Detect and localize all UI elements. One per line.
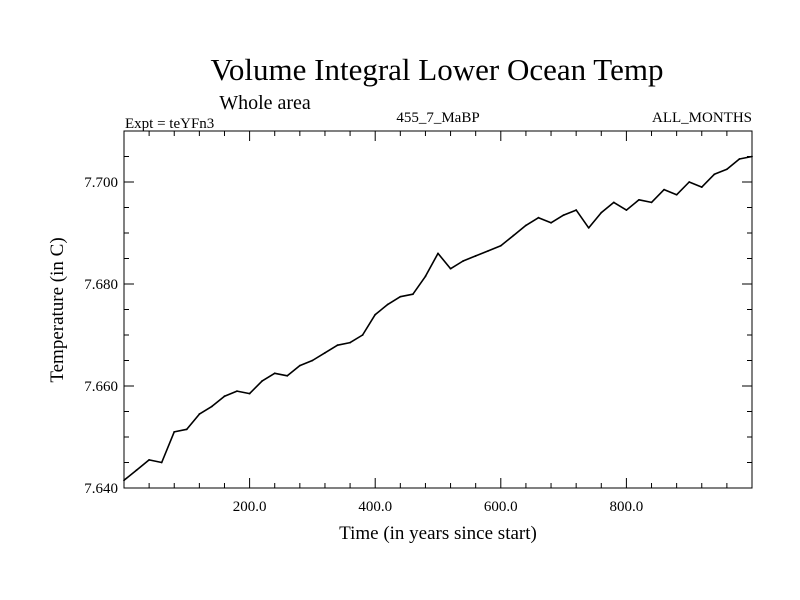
data-point [663,188,665,191]
data-point [725,168,728,171]
data-point [688,181,691,183]
x-tick-label: 400.0 [358,499,392,515]
x-tick-label: 200.0 [233,499,267,515]
data-point [399,295,402,298]
x-axis-label: Time (in years since start) [339,523,537,544]
data-point [248,392,251,395]
data-point [449,267,452,270]
data-point [236,390,238,392]
data-point [198,413,201,415]
data-point [135,469,138,472]
data-point [361,334,364,336]
plot-frame [123,130,753,489]
data-point [324,351,326,354]
data-point [211,405,213,408]
run-label: 455_7_MaBP [396,110,479,126]
data-point [123,479,125,482]
data-point [675,193,678,196]
series-line [123,155,753,481]
data-point [148,459,151,461]
data-point [311,359,314,362]
data-point [700,186,703,189]
data-point [173,431,176,433]
data-point [424,275,427,278]
data-point [349,341,351,344]
data-point [437,252,439,255]
x-axis-ticks: 200.0 400.0 600.0 800.0 [233,131,644,515]
data-point [185,428,188,431]
x-tick-label: 800.0 [610,499,644,515]
data-point [562,214,565,217]
data-point [462,260,465,262]
data-point [474,255,477,257]
data-point [386,303,389,306]
data-point [499,244,502,247]
data-point [223,395,226,398]
minor-ticks [124,131,752,488]
data-point [487,249,490,252]
data-point [525,224,527,227]
data-point [512,234,515,237]
data-point [713,173,716,176]
data-point [600,211,603,214]
chart-title: Volume Integral Lower Ocean Temp [211,52,664,87]
data-point [160,461,163,464]
x-tick-label: 600.0 [484,499,518,515]
y-tick-label: 7.660 [84,379,118,395]
experiment-label: Expt = teYFn3 [125,116,214,132]
data-point [751,155,753,158]
data-point [612,201,615,204]
data-point [298,364,301,367]
data-point [650,201,653,204]
y-tick-label: 7.640 [84,481,118,497]
data-point [374,313,377,316]
series-layer [123,155,753,482]
data-point [261,380,264,382]
y-axis-ticks: 7.640 7.660 7.680 7.700 [84,175,752,497]
data-point [625,209,628,211]
data-point [286,374,289,377]
data-point [587,227,590,229]
data-point [336,344,339,347]
y-axis-label: Temperature (in C) [47,237,68,382]
data-point [638,198,640,201]
data-point [575,209,578,211]
data-point [738,158,741,160]
y-tick-label: 7.700 [84,175,118,191]
data-point [411,293,414,296]
y-tick-label: 7.680 [84,277,118,293]
data-point [537,216,540,219]
months-label: ALL_MONTHS [652,110,752,126]
chart-subtitle: Whole area [219,92,311,114]
data-point [550,221,552,224]
data-point [273,372,276,375]
